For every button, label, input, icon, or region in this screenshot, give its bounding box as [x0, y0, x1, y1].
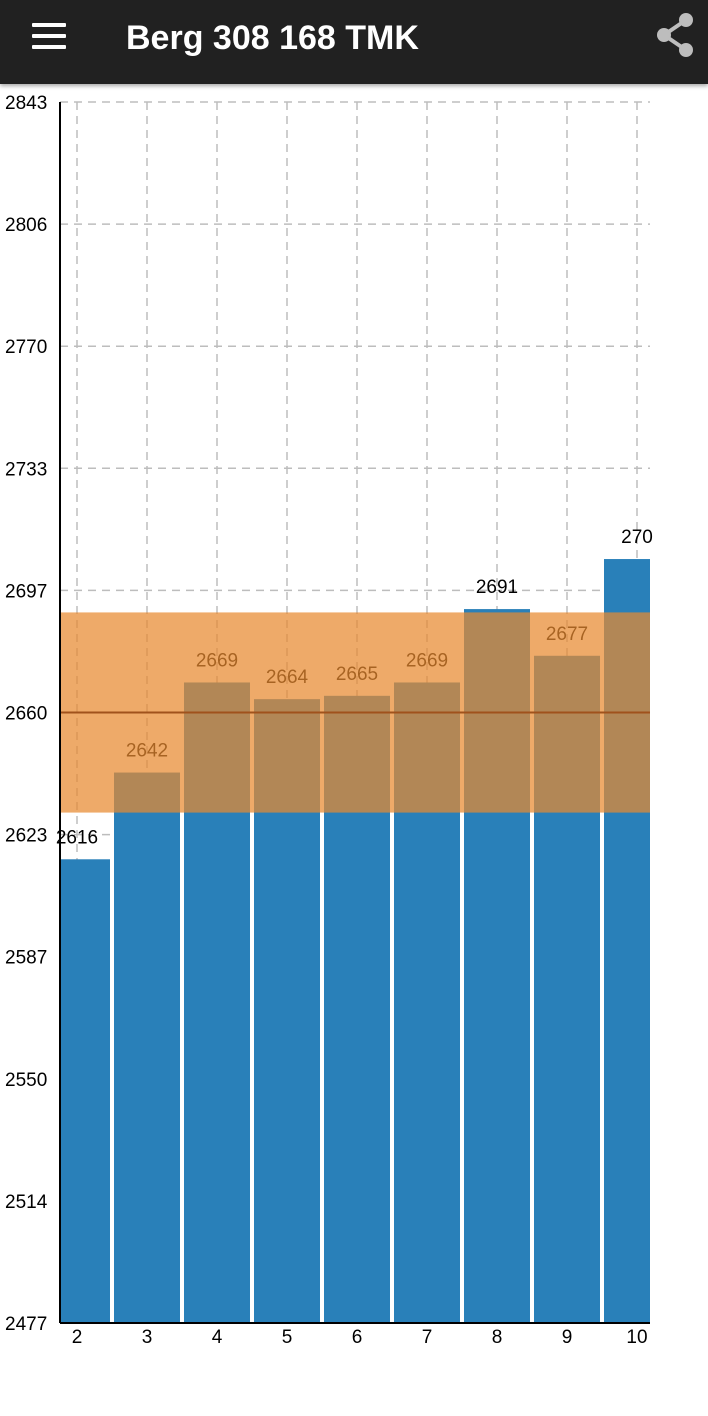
y-tick-label: 2697	[5, 581, 47, 602]
app-bar: Berg 308 168 TMK	[0, 0, 708, 84]
x-tick-label: 8	[492, 1327, 503, 1348]
share-icon	[657, 13, 693, 57]
x-tick-label: 3	[142, 1327, 153, 1348]
x-tick-label: 5	[282, 1327, 293, 1348]
x-tick-label: 6	[352, 1327, 363, 1348]
bar	[114, 772, 180, 1323]
share-button[interactable]	[650, 10, 706, 66]
y-tick-label: 2733	[5, 459, 47, 480]
y-tick-label: 2477	[5, 1314, 47, 1335]
y-tick-label: 2770	[5, 337, 47, 358]
x-tick-label: 4	[212, 1327, 223, 1348]
x-tick-label: 7	[422, 1327, 433, 1348]
x-tick-label: 2	[72, 1327, 83, 1348]
data-label: 2691	[476, 577, 518, 598]
y-tick-label: 2587	[5, 948, 47, 969]
page-title: Berg 308 168 TMK	[126, 19, 419, 57]
y-tick-label: 2806	[5, 215, 47, 236]
y-tick-label: 2550	[5, 1070, 47, 1091]
bar	[60, 859, 110, 1323]
data-label: 270	[621, 527, 653, 548]
x-tick-label: 10	[626, 1327, 647, 1348]
x-tick-label: 9	[562, 1327, 573, 1348]
data-label: 2616	[56, 827, 98, 848]
menu-button[interactable]	[22, 16, 76, 60]
y-tick-label: 2623	[5, 826, 47, 847]
y-tick-label: 2843	[5, 93, 47, 114]
menu-icon	[22, 16, 76, 60]
y-tick-label: 2514	[5, 1192, 48, 1213]
y-tick-label: 2660	[5, 704, 47, 725]
bar-chart: 2843280627702733269726602623258725502514…	[5, 93, 653, 1348]
